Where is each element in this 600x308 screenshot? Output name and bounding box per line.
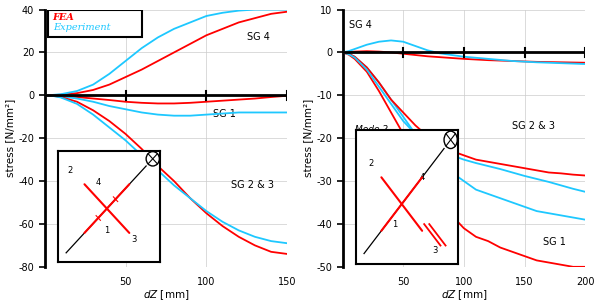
Text: SG 2 & 3: SG 2 & 3 (512, 121, 556, 131)
X-axis label: $dZ$ [mm]: $dZ$ [mm] (143, 289, 189, 302)
Text: SG 1: SG 1 (543, 237, 566, 247)
Y-axis label: stress [N/mm²]: stress [N/mm²] (5, 99, 16, 177)
Text: FEA: FEA (53, 13, 74, 22)
Text: SG 2 & 3: SG 2 & 3 (230, 180, 274, 190)
FancyBboxPatch shape (48, 10, 142, 38)
Text: Mode 2: Mode 2 (355, 125, 388, 134)
Text: SG 1: SG 1 (213, 109, 236, 119)
X-axis label: $dZ$ [mm]: $dZ$ [mm] (440, 289, 487, 302)
Y-axis label: stress [N/mm²]: stress [N/mm²] (304, 99, 313, 177)
Text: SG 4: SG 4 (349, 20, 371, 30)
Text: Mode 1: Mode 1 (61, 161, 94, 170)
Text: Experiment: Experiment (53, 23, 110, 32)
Text: SG 4: SG 4 (247, 32, 270, 42)
